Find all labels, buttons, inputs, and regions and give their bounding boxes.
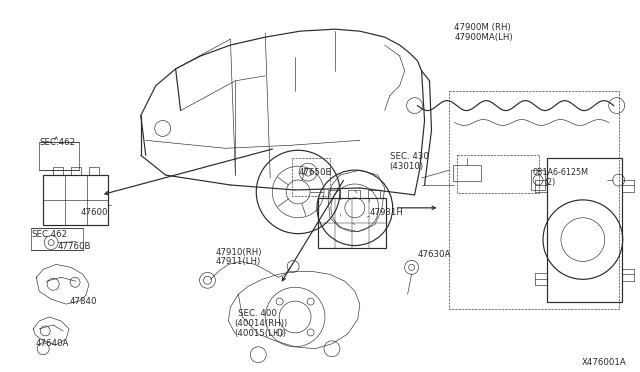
Bar <box>44 175 108 225</box>
Text: 47910(RH): 47910(RH) <box>216 247 262 257</box>
Text: 47900M (RH): 47900M (RH) <box>454 23 511 32</box>
Text: 47600: 47600 <box>81 208 109 217</box>
Bar <box>318 198 386 247</box>
Text: X476001A: X476001A <box>582 357 627 367</box>
Bar <box>449 91 619 309</box>
Text: (40015(LH)): (40015(LH)) <box>234 329 286 338</box>
Text: (2): (2) <box>544 178 556 187</box>
Bar <box>71 167 81 175</box>
Text: 47911(LH): 47911(LH) <box>216 257 260 266</box>
Text: (43010): (43010) <box>390 162 424 171</box>
Bar <box>328 190 340 198</box>
Text: SEC. 400: SEC. 400 <box>238 309 277 318</box>
Text: 47630A: 47630A <box>417 250 451 259</box>
Bar <box>89 167 99 175</box>
Bar <box>531 170 545 190</box>
Text: 47640A: 47640A <box>35 339 68 348</box>
Bar <box>547 158 621 302</box>
Text: 47900MA(LH): 47900MA(LH) <box>454 33 513 42</box>
Bar <box>453 165 481 181</box>
Text: 47650B: 47650B <box>298 168 332 177</box>
Text: 0B1A6-6125M: 0B1A6-6125M <box>532 168 588 177</box>
Bar <box>368 190 380 198</box>
Bar <box>458 155 539 193</box>
Text: 47931H: 47931H <box>370 208 404 217</box>
Text: 47760B: 47760B <box>57 241 91 251</box>
Bar <box>292 158 330 196</box>
Bar <box>348 190 360 198</box>
Text: 47840: 47840 <box>69 297 97 306</box>
Text: SEC.462: SEC.462 <box>39 138 76 147</box>
Text: SEC. 430: SEC. 430 <box>390 152 429 161</box>
Bar <box>39 142 79 170</box>
Text: (40014(RH)): (40014(RH)) <box>234 319 287 328</box>
Bar <box>53 167 63 175</box>
Text: SEC.462: SEC.462 <box>31 230 67 239</box>
Bar <box>31 228 83 250</box>
